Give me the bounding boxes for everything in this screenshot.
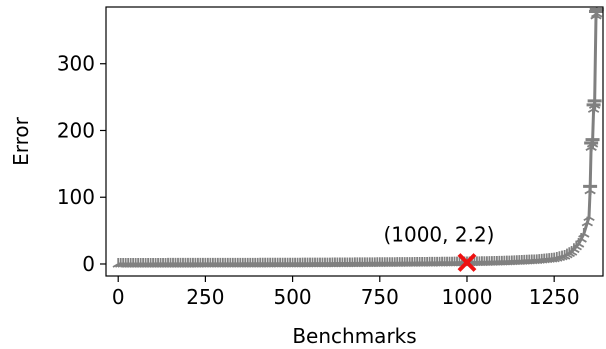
y-tick-label: 0 [82, 252, 95, 276]
series-marker [583, 184, 598, 195]
series-marker [585, 138, 600, 149]
x-tick-label: 250 [186, 285, 224, 309]
x-tick-label: 750 [361, 285, 399, 309]
y-tick-label: 300 [57, 52, 95, 76]
plot-marks [112, 7, 604, 272]
x-axis-label: Benchmarks [292, 324, 416, 348]
plot-frame [105, 6, 604, 277]
series-marker [589, 7, 604, 18]
x-tick-label: 1250 [529, 285, 580, 309]
y-axis-label: Error [9, 116, 33, 166]
y-tick-label: 200 [57, 118, 95, 142]
highlight-marker [457, 253, 477, 272]
y-tick-label: 100 [57, 185, 95, 209]
x-axis-ticks: 0 250 500 750 1000 1250 [112, 276, 580, 309]
y-axis-ticks: 0 100 200 300 [57, 52, 106, 276]
series-marker [583, 211, 595, 222]
x-tick-label: 500 [273, 285, 311, 309]
series-marker [587, 99, 602, 110]
x-tick-label: 1000 [442, 285, 493, 309]
series-line [118, 13, 599, 266]
series-marker [578, 227, 590, 238]
x-tick-label: 0 [112, 285, 125, 309]
highlight-annotation: (1000, 2.2) [383, 223, 494, 247]
